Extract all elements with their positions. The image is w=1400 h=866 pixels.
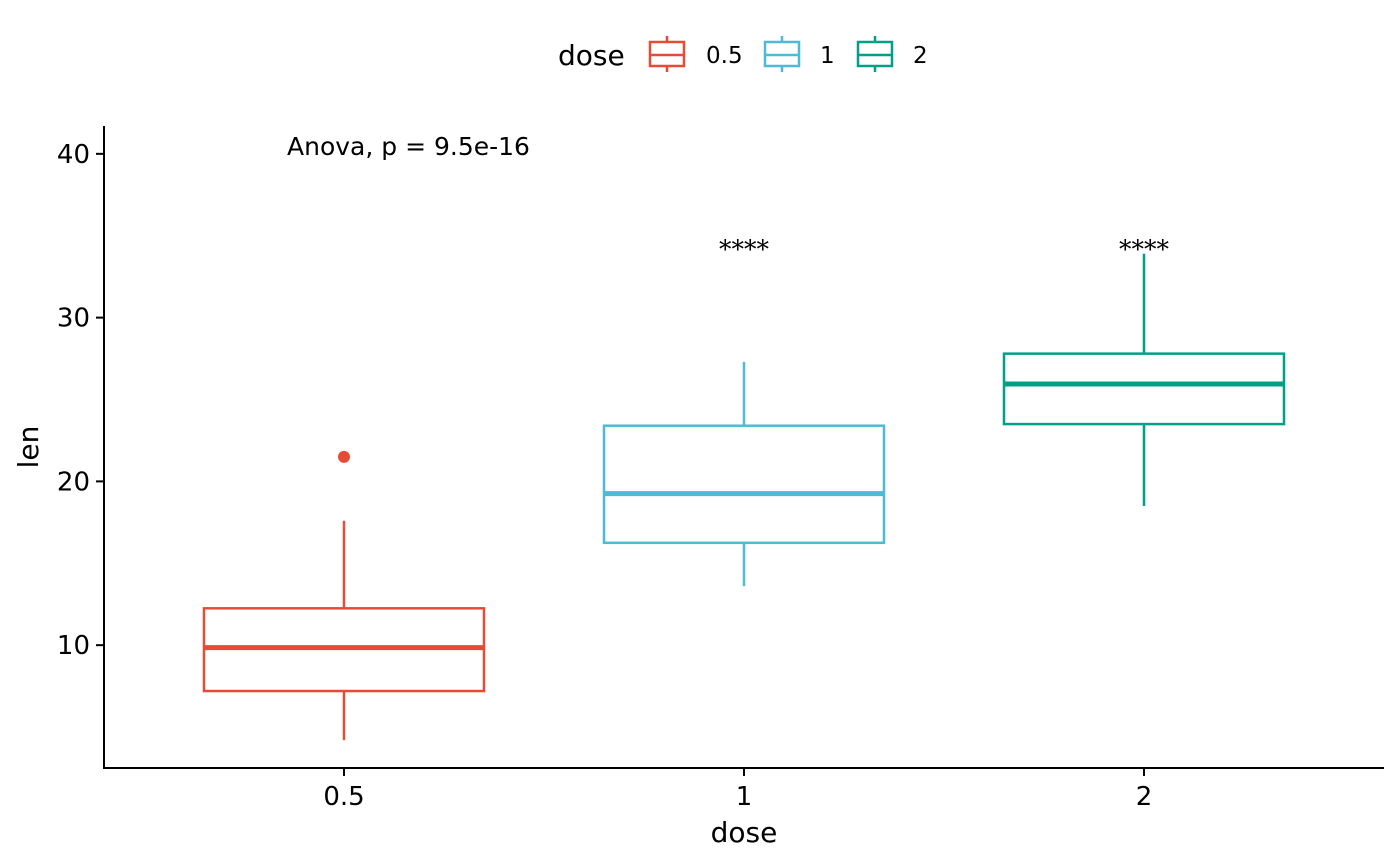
anova-annotation: Anova, p = 9.5e-16	[287, 132, 530, 161]
y-tick-label: 40	[57, 140, 90, 170]
legend-item-0.5: 0.5	[648, 36, 743, 72]
outlier-point	[338, 450, 350, 463]
boxes	[202, 253, 1286, 741]
box-2	[1002, 253, 1286, 506]
significance-label: ****	[1119, 235, 1170, 264]
y-tick-label: 20	[57, 467, 90, 497]
plot-area: **** **** Anova, p = 9.5e-16	[202, 132, 1286, 741]
legend-label: 2	[913, 43, 928, 69]
box-body	[1002, 352, 1286, 426]
legend-title: dose	[558, 39, 625, 72]
y-ticks: 10 20 30 40	[57, 140, 104, 661]
legend-label: 0.5	[706, 43, 743, 69]
y-tick-label: 10	[57, 631, 90, 661]
x-ticks: 0.5 1 2	[323, 768, 1152, 812]
legend-items: 0.5 1 2	[648, 36, 928, 72]
legend: dose 0.5 1 2	[558, 36, 928, 72]
y-axis-title: len	[12, 426, 45, 469]
x-tick-label: 2	[1136, 782, 1153, 812]
legend-item-1: 1	[763, 36, 835, 72]
box-1	[602, 361, 886, 587]
significance-labels: **** ****	[719, 235, 1170, 264]
y-tick-label: 30	[57, 304, 90, 334]
x-tick-label: 0.5	[323, 782, 364, 812]
x-tick-label: 1	[736, 782, 753, 812]
x-axis-title: dose	[711, 816, 778, 849]
box-0.5	[202, 450, 486, 741]
legend-item-2: 2	[856, 36, 928, 72]
significance-label: ****	[719, 235, 770, 264]
legend-label: 1	[820, 43, 835, 69]
box-body	[602, 424, 886, 545]
axes: 10 20 30 40 0.5 1 2 dose len	[12, 126, 1384, 849]
